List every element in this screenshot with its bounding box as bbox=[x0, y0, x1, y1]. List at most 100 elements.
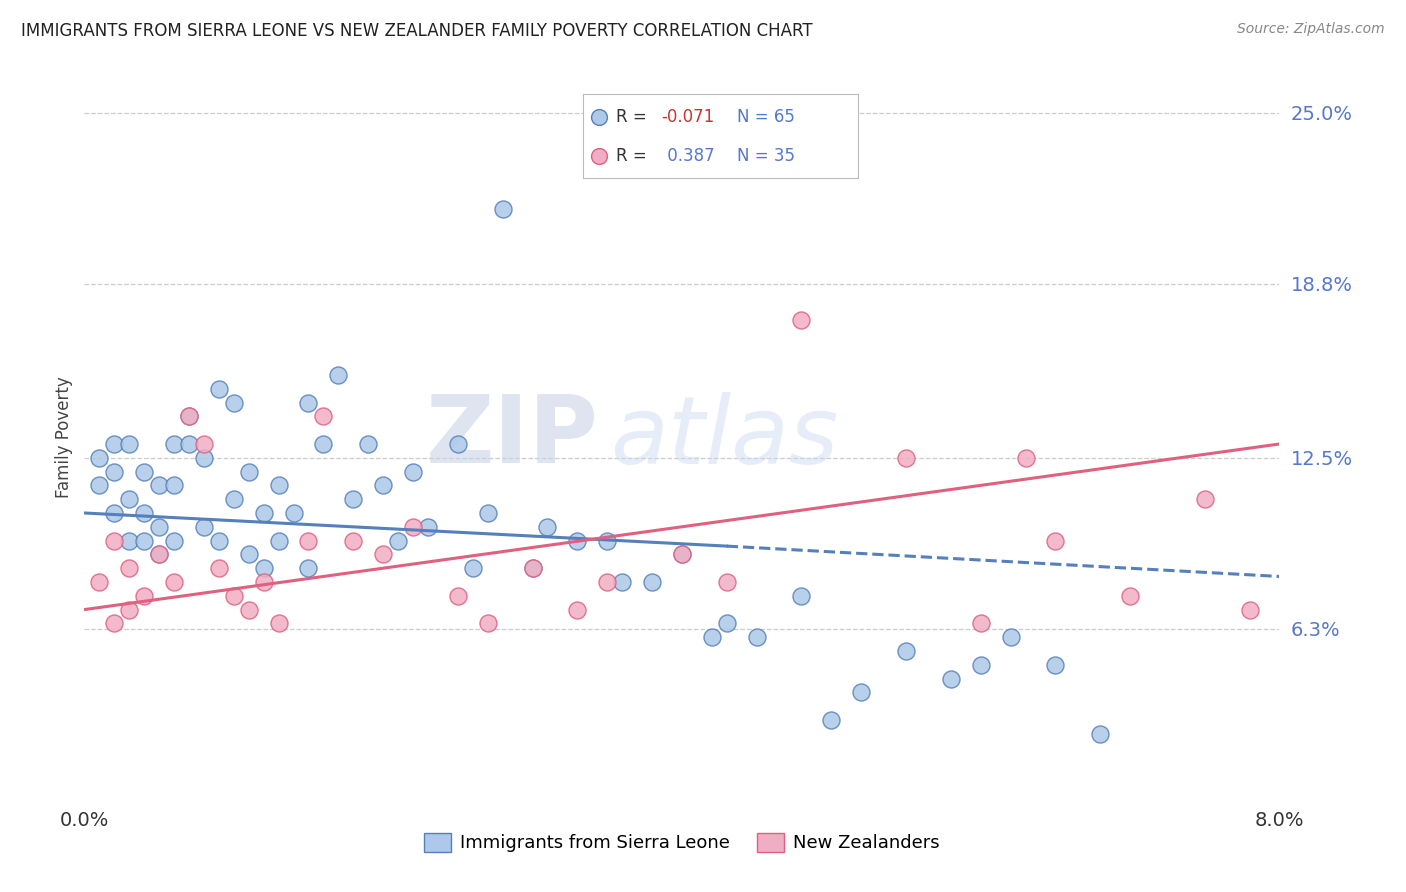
Point bbox=[103, 533, 125, 548]
Point bbox=[1000, 630, 1022, 644]
Point bbox=[222, 395, 245, 409]
Point bbox=[1045, 657, 1067, 672]
Point bbox=[522, 561, 544, 575]
Point bbox=[193, 520, 215, 534]
Point bbox=[357, 437, 380, 451]
Point bbox=[492, 202, 515, 217]
Point bbox=[416, 520, 439, 534]
Point bbox=[312, 437, 335, 451]
Point bbox=[163, 437, 186, 451]
Point bbox=[612, 574, 634, 589]
Point bbox=[402, 520, 425, 534]
Point bbox=[716, 574, 738, 589]
Point bbox=[238, 465, 260, 479]
Point bbox=[894, 450, 917, 465]
Point bbox=[373, 478, 395, 492]
Point bbox=[745, 630, 768, 644]
Point bbox=[89, 478, 111, 492]
Point bbox=[567, 533, 589, 548]
Point bbox=[596, 574, 619, 589]
Point bbox=[222, 589, 245, 603]
Point bbox=[253, 506, 276, 520]
Point bbox=[342, 533, 364, 548]
Point bbox=[118, 437, 141, 451]
Text: R =: R = bbox=[616, 146, 652, 164]
Point bbox=[970, 657, 993, 672]
Point bbox=[1014, 450, 1036, 465]
Point bbox=[193, 450, 215, 465]
Point bbox=[970, 616, 993, 631]
Point bbox=[177, 409, 200, 424]
Point bbox=[103, 465, 125, 479]
Point bbox=[148, 520, 170, 534]
Point bbox=[1239, 602, 1261, 616]
Point bbox=[671, 548, 693, 562]
Text: N = 65: N = 65 bbox=[737, 108, 794, 126]
Point bbox=[238, 602, 260, 616]
Point bbox=[1045, 533, 1067, 548]
Point bbox=[1090, 727, 1112, 741]
Text: N = 35: N = 35 bbox=[737, 146, 794, 164]
Point bbox=[89, 574, 111, 589]
Point bbox=[477, 506, 499, 520]
Point bbox=[461, 561, 484, 575]
Point bbox=[253, 574, 276, 589]
Point bbox=[132, 533, 156, 548]
Point bbox=[267, 478, 290, 492]
Point bbox=[118, 561, 141, 575]
Point bbox=[177, 437, 200, 451]
Point bbox=[387, 533, 409, 548]
Point bbox=[297, 561, 319, 575]
Point bbox=[177, 409, 200, 424]
Text: IMMIGRANTS FROM SIERRA LEONE VS NEW ZEALANDER FAMILY POVERTY CORRELATION CHART: IMMIGRANTS FROM SIERRA LEONE VS NEW ZEAL… bbox=[21, 22, 813, 40]
Point bbox=[118, 533, 141, 548]
Text: Source: ZipAtlas.com: Source: ZipAtlas.com bbox=[1237, 22, 1385, 37]
Point bbox=[588, 148, 610, 162]
Y-axis label: Family Poverty: Family Poverty bbox=[55, 376, 73, 498]
Text: atlas: atlas bbox=[610, 392, 838, 483]
Point bbox=[342, 492, 364, 507]
Point bbox=[402, 465, 425, 479]
Point bbox=[641, 574, 664, 589]
Point bbox=[283, 506, 305, 520]
Point bbox=[132, 465, 156, 479]
Point bbox=[596, 533, 619, 548]
Point bbox=[103, 437, 125, 451]
Point bbox=[820, 713, 842, 727]
Point bbox=[700, 630, 723, 644]
Point bbox=[193, 437, 215, 451]
Point bbox=[208, 561, 231, 575]
Point bbox=[312, 409, 335, 424]
Point bbox=[790, 312, 813, 326]
Point bbox=[118, 492, 141, 507]
Point bbox=[477, 616, 499, 631]
Point bbox=[671, 548, 693, 562]
Point bbox=[163, 478, 186, 492]
Point bbox=[447, 589, 470, 603]
Point bbox=[851, 685, 873, 699]
Point bbox=[118, 602, 141, 616]
Point bbox=[588, 110, 610, 124]
Point bbox=[148, 548, 170, 562]
Point bbox=[894, 644, 917, 658]
Point bbox=[267, 616, 290, 631]
Text: R =: R = bbox=[616, 108, 652, 126]
Point bbox=[103, 506, 125, 520]
Point bbox=[1119, 589, 1142, 603]
Text: 0.387: 0.387 bbox=[662, 146, 714, 164]
Text: -0.071: -0.071 bbox=[662, 108, 714, 126]
Legend: Immigrants from Sierra Leone, New Zealanders: Immigrants from Sierra Leone, New Zealan… bbox=[416, 826, 948, 860]
Point bbox=[267, 533, 290, 548]
Point bbox=[148, 478, 170, 492]
Point bbox=[132, 506, 156, 520]
Point bbox=[238, 548, 260, 562]
Point bbox=[328, 368, 350, 382]
Point bbox=[716, 616, 738, 631]
Point bbox=[447, 437, 470, 451]
Point bbox=[222, 492, 245, 507]
Point bbox=[163, 574, 186, 589]
Point bbox=[132, 589, 156, 603]
Point bbox=[208, 533, 231, 548]
Point bbox=[373, 548, 395, 562]
Point bbox=[567, 602, 589, 616]
